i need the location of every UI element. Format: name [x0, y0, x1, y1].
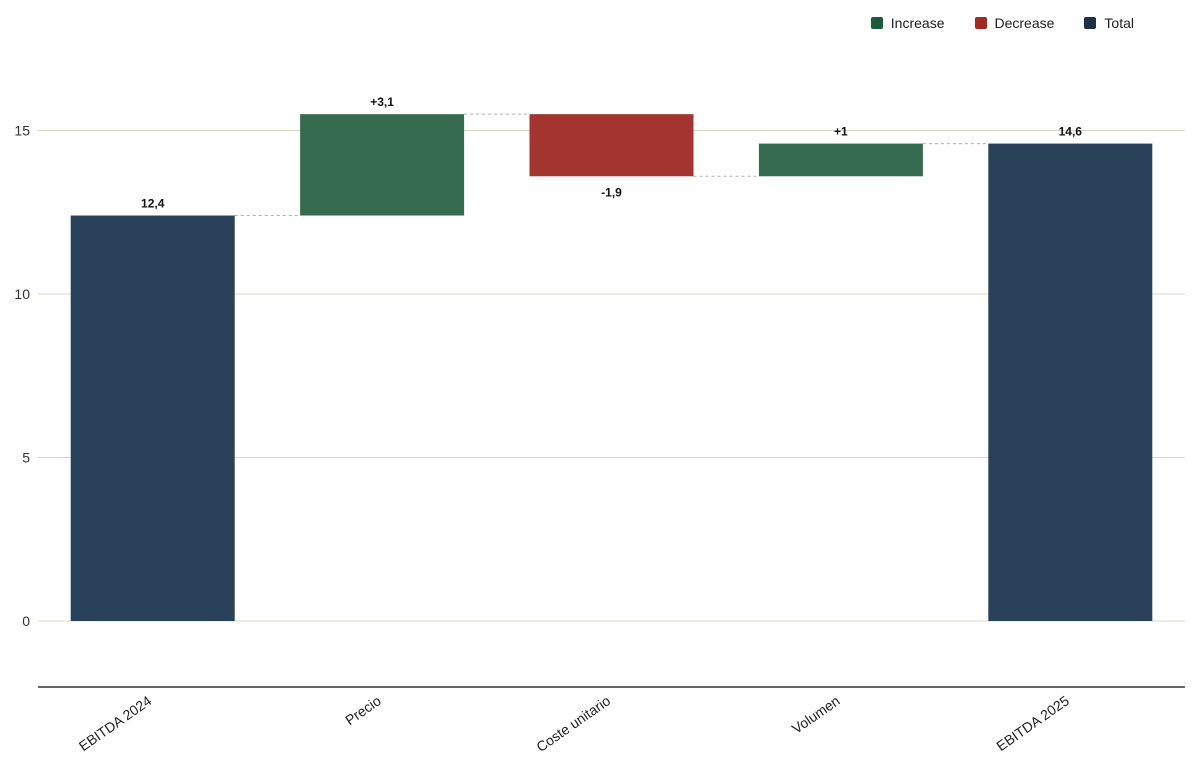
x-tick-label: Precio	[342, 692, 384, 728]
bar-total	[70, 215, 235, 621]
decrease-swatch-icon	[974, 17, 987, 29]
bar-increase	[300, 114, 465, 216]
y-tick-label: 5	[22, 450, 30, 466]
legend: Increase Decrease Total	[870, 15, 1134, 31]
data-label: 12,4	[141, 197, 165, 211]
data-label: -1,9	[601, 185, 622, 199]
bar-decrease	[529, 114, 694, 177]
legend-item-decrease[interactable]: Decrease	[974, 15, 1055, 31]
legend-item-total[interactable]: Total	[1084, 15, 1134, 31]
data-label: +1	[834, 125, 848, 139]
data-label: +3,1	[370, 95, 394, 109]
increase-swatch-icon	[870, 17, 883, 29]
legend-increase-label: Increase	[890, 15, 945, 31]
y-tick-label: 15	[14, 123, 30, 139]
x-tick-label: EBITDA 2025	[993, 692, 1072, 754]
legend-decrease-label: Decrease	[994, 15, 1055, 31]
bar-increase	[758, 143, 923, 177]
legend-total-label: Total	[1104, 15, 1134, 31]
x-tick-label: Volumen	[789, 692, 843, 736]
data-label: 14,6	[1059, 125, 1083, 139]
legend-item-increase[interactable]: Increase	[870, 15, 945, 31]
y-tick-label: 10	[14, 286, 30, 302]
bar-total	[988, 143, 1153, 621]
total-swatch-icon	[1084, 17, 1097, 29]
x-tick-label: Coste unitario	[533, 692, 613, 755]
x-tick-label: EBITDA 2024	[76, 692, 155, 754]
y-tick-label: 0	[22, 613, 30, 629]
